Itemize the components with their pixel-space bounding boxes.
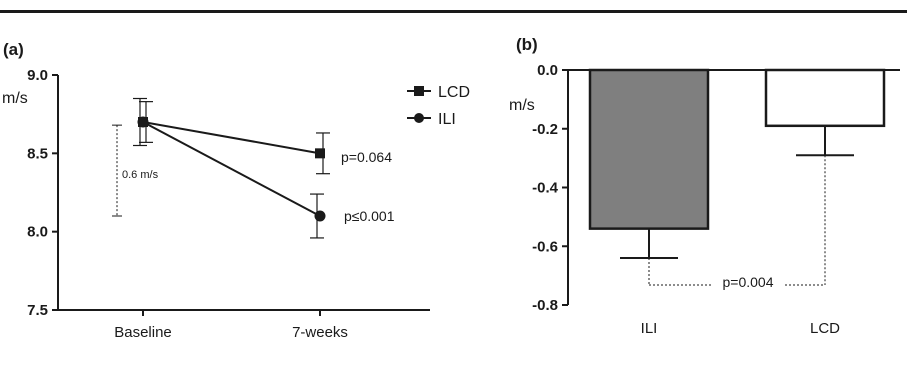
ili-series-line	[142, 121, 321, 217]
y-tick-label-8.0: 8.0	[27, 224, 48, 241]
panel-a-y-ticks: 9.0 8.5 8.0 7.5	[27, 67, 58, 319]
bracket-label: 0.6 m/s	[122, 169, 159, 181]
panel-b: (b) m/s 0.0 -0.2 -0.4 -0.6 -0.8 ILI LCD p=0.0…	[509, 35, 900, 337]
ili-point-1	[314, 210, 326, 222]
panel-b-bars	[588, 68, 886, 259]
p-value-ili-vs-lcd: p=0.004	[723, 274, 774, 290]
panel-a-label: (a)	[3, 40, 24, 59]
panel-a-series	[133, 97, 330, 239]
bar-lcd	[764, 68, 886, 128]
panel-b-label: (b)	[516, 35, 538, 54]
x-tick-label-lcd: LCD	[810, 320, 840, 337]
bar-ili	[588, 68, 710, 230]
y-tick-label--0.4: -0.4	[532, 180, 559, 197]
y-tick-label-9.0: 9.0	[27, 67, 48, 84]
legend: LCD ILI	[407, 84, 470, 128]
panel-b-y-ticks: 0.0 -0.2 -0.4 -0.6 -0.8	[532, 62, 568, 314]
x-tick-label-7-weeks: 7-weeks	[292, 324, 348, 341]
x-tick-label-baseline: Baseline	[114, 324, 172, 341]
bracket-0-6-ms	[112, 124, 122, 217]
lcd-point-1	[315, 148, 325, 159]
panel-a-y-axis-label: m/s	[2, 90, 28, 107]
p-value-bg	[713, 271, 783, 291]
x-tick-label-ili: ILI	[641, 320, 658, 337]
legend-lcd-label: LCD	[438, 84, 470, 101]
ili-point-0	[137, 116, 149, 128]
panel-a-axes	[57, 75, 430, 311]
y-tick-label-0.0: 0.0	[537, 62, 558, 79]
legend-ili-marker	[414, 113, 424, 123]
p-value-lcd: p=0.064	[341, 149, 392, 165]
p-value-ili: p≤0.001	[344, 208, 395, 224]
panel-b-x-ticks: ILI LCD	[641, 320, 841, 337]
y-tick-label--0.2: -0.2	[532, 121, 558, 138]
panel-b-y-axis-label: m/s	[509, 97, 535, 114]
panel-a-x-ticks: Baseline 7-weeks	[114, 310, 348, 341]
lcd-series-line	[142, 121, 321, 155]
y-tick-label-7.5: 7.5	[27, 302, 48, 319]
legend-ili-label: ILI	[438, 111, 456, 128]
y-tick-label--0.6: -0.6	[532, 238, 558, 255]
y-tick-label--0.8: -0.8	[532, 297, 558, 314]
top-rule	[0, 10, 907, 13]
y-tick-label-8.5: 8.5	[27, 145, 48, 162]
legend-lcd-marker	[414, 86, 424, 96]
panel-a: (a) m/s 9.0 8.5 8.0 7.5 Baseline 7-weeks 0.6…	[2, 40, 470, 341]
